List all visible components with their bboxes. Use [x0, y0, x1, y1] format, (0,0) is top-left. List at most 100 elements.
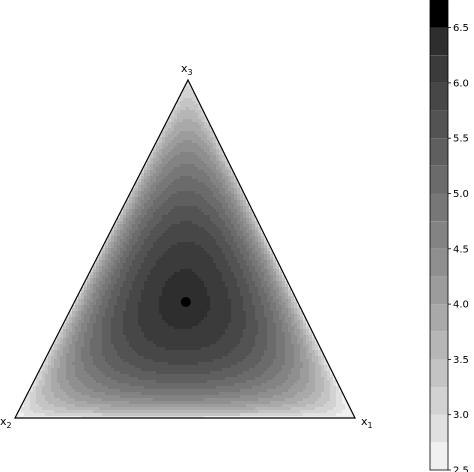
- contour-cell: [120, 332, 124, 336]
- contour-cell: [264, 254, 268, 258]
- contour-cell: [153, 272, 157, 276]
- contour-cell: [93, 359, 97, 363]
- contour-cell: [183, 191, 187, 195]
- contour-cell: [150, 290, 154, 294]
- contour-cell: [249, 353, 253, 357]
- contour-cell: [303, 329, 307, 333]
- contour-cell: [87, 365, 91, 369]
- contour-cell: [285, 338, 289, 342]
- contour-cell: [207, 191, 211, 195]
- contour-cell: [147, 194, 151, 198]
- contour-cell: [216, 356, 220, 360]
- contour-cell: [207, 134, 211, 138]
- contour-cell: [261, 362, 265, 366]
- contour-cell: [216, 251, 220, 255]
- contour-cell: [237, 305, 241, 309]
- contour-cell: [132, 176, 136, 180]
- contour-cell: [147, 170, 151, 174]
- contour-cell: [225, 278, 229, 282]
- contour-cell: [186, 95, 190, 99]
- contour-cell: [198, 356, 202, 360]
- contour-cell: [249, 230, 253, 234]
- contour-cell: [75, 284, 79, 288]
- contour-cell: [153, 311, 157, 315]
- contour-cell: [279, 275, 283, 279]
- contour-cell: [96, 290, 100, 294]
- contour-cell: [105, 311, 109, 315]
- contour-cell: [78, 350, 82, 354]
- contour-cell: [105, 227, 109, 231]
- contour-cell: [240, 203, 244, 207]
- contour-cell: [231, 290, 235, 294]
- contour-cell: [69, 341, 73, 345]
- contour-cell: [237, 173, 241, 177]
- contour-cell: [318, 347, 322, 351]
- contour-cell: [204, 164, 208, 168]
- contour-cell: [246, 362, 250, 366]
- contour-cell: [162, 221, 166, 225]
- contour-cell: [297, 347, 301, 351]
- contour-cell: [156, 248, 160, 252]
- contour-cell: [189, 173, 193, 177]
- contour-cell: [243, 251, 247, 255]
- contour-cell: [117, 266, 121, 270]
- contour-cell: [195, 140, 199, 144]
- contour-cell: [291, 299, 295, 303]
- contour-cell: [90, 308, 94, 312]
- contour-cell: [309, 353, 313, 357]
- contour-cell: [213, 197, 217, 201]
- contour-cell: [222, 194, 226, 198]
- contour-cell: [72, 353, 76, 357]
- contour-cell: [258, 329, 262, 333]
- contour-cell: [195, 341, 199, 345]
- contour-cell: [216, 218, 220, 222]
- contour-cell: [153, 215, 157, 219]
- contour-cell: [273, 329, 277, 333]
- contour-cell: [198, 176, 202, 180]
- contour-cell: [66, 350, 70, 354]
- contour-cell: [180, 269, 184, 273]
- contour-cell: [150, 254, 154, 258]
- contour-cell: [108, 314, 112, 318]
- contour-cell: [249, 305, 253, 309]
- contour-cell: [261, 350, 265, 354]
- contour-cell: [201, 194, 205, 198]
- contour-cell: [141, 353, 145, 357]
- contour-cell: [183, 131, 187, 135]
- contour-cell: [273, 257, 277, 261]
- contour-cell: [204, 311, 208, 315]
- contour-cell: [165, 341, 169, 345]
- contour-cell: [138, 281, 142, 285]
- contour-cell: [102, 326, 106, 330]
- contour-cell: [60, 332, 64, 336]
- contour-cell: [255, 299, 259, 303]
- contour-cell: [189, 338, 193, 342]
- contour-cell: [252, 203, 256, 207]
- contour-cell: [228, 248, 232, 252]
- contour-cell: [219, 131, 223, 135]
- contour-cell: [99, 365, 103, 369]
- contour-cell: [201, 287, 205, 291]
- contour-cell: [228, 167, 232, 171]
- contour-cell: [153, 164, 157, 168]
- contour-cell: [255, 269, 259, 273]
- contour-cell: [102, 245, 106, 249]
- contour-cell: [195, 164, 199, 168]
- contour-cell: [102, 350, 106, 354]
- contour-cell: [144, 335, 148, 339]
- contour-cell: [129, 269, 133, 273]
- contour-cell: [264, 359, 268, 363]
- contour-cell: [195, 182, 199, 186]
- contour-cell: [108, 260, 112, 264]
- contour-cell: [219, 173, 223, 177]
- contour-cell: [171, 143, 175, 147]
- contour-cell: [138, 203, 142, 207]
- contour-cell: [228, 347, 232, 351]
- contour-cell: [99, 362, 103, 366]
- contour-cell: [183, 344, 187, 348]
- contour-cell: [231, 233, 235, 237]
- contour-cell: [189, 278, 193, 282]
- contour-cell: [243, 287, 247, 291]
- contour-cell: [120, 287, 124, 291]
- contour-cell: [252, 359, 256, 363]
